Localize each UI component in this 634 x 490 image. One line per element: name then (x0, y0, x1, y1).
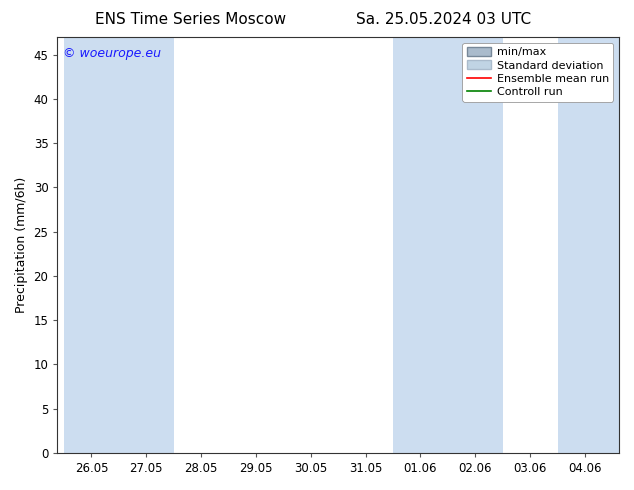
Bar (393, 37, 503, 453)
Legend: min/max, Standard deviation, Ensemble mean run, Controll run: min/max, Standard deviation, Ensemble me… (462, 43, 614, 101)
Y-axis label: Precipitation (mm/6h): Precipitation (mm/6h) (15, 177, 28, 313)
Bar (64, 37, 174, 453)
Text: Sa. 25.05.2024 03 UTC: Sa. 25.05.2024 03 UTC (356, 12, 531, 27)
Bar (557, 37, 623, 453)
Text: ENS Time Series Moscow: ENS Time Series Moscow (94, 12, 286, 27)
Text: © woeurope.eu: © woeurope.eu (63, 48, 161, 60)
